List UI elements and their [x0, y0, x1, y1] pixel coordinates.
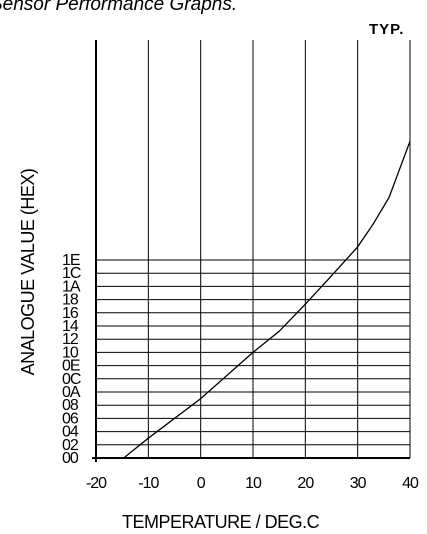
y-tick-label: 18 — [62, 292, 79, 309]
y-axis-label: ANALOGUE VALUE (HEX) — [18, 169, 38, 376]
y-tick-label: 16 — [62, 305, 79, 322]
x-tick-label: -10 — [138, 475, 159, 492]
x-tick-labels: -20 -10 0 10 20 30 40 — [86, 475, 420, 492]
x-tick-label: 0 — [197, 475, 206, 492]
typ-annotation: TYP. — [369, 21, 404, 38]
x-tick-label: 10 — [245, 475, 262, 492]
y-tick-label: 06 — [62, 410, 79, 427]
y-tick-label: 1C — [62, 265, 81, 282]
y-tick-label: 04 — [62, 424, 79, 441]
y-tick-label: 1A — [62, 278, 81, 295]
y-tick-label: 0A — [62, 384, 81, 401]
series-group — [123, 140, 411, 459]
x-tick-label: 20 — [297, 475, 314, 492]
y-tick-label: 0C — [62, 371, 81, 388]
x-axis-label: TEMPERATURE / DEG.C — [122, 512, 320, 532]
axes — [92, 40, 410, 462]
y-tick-label: 12 — [62, 331, 79, 348]
y-tick-label: 08 — [62, 397, 79, 414]
x-tick-label: 30 — [350, 475, 367, 492]
y-tick-label: 14 — [62, 318, 79, 335]
y-tick-label: 02 — [62, 437, 79, 454]
y-tick-label: 10 — [62, 344, 79, 361]
x-tick-label: 40 — [402, 475, 419, 492]
y-tick-label: 0E — [62, 358, 80, 375]
grid — [95, 40, 411, 459]
y-tick-label: 00 — [62, 450, 79, 467]
y-tick-label: 1E — [62, 252, 80, 269]
chart-title: Sensor Performance Graphs. — [0, 0, 237, 15]
series-line — [123, 140, 411, 459]
x-tick-label: -20 — [86, 475, 107, 492]
